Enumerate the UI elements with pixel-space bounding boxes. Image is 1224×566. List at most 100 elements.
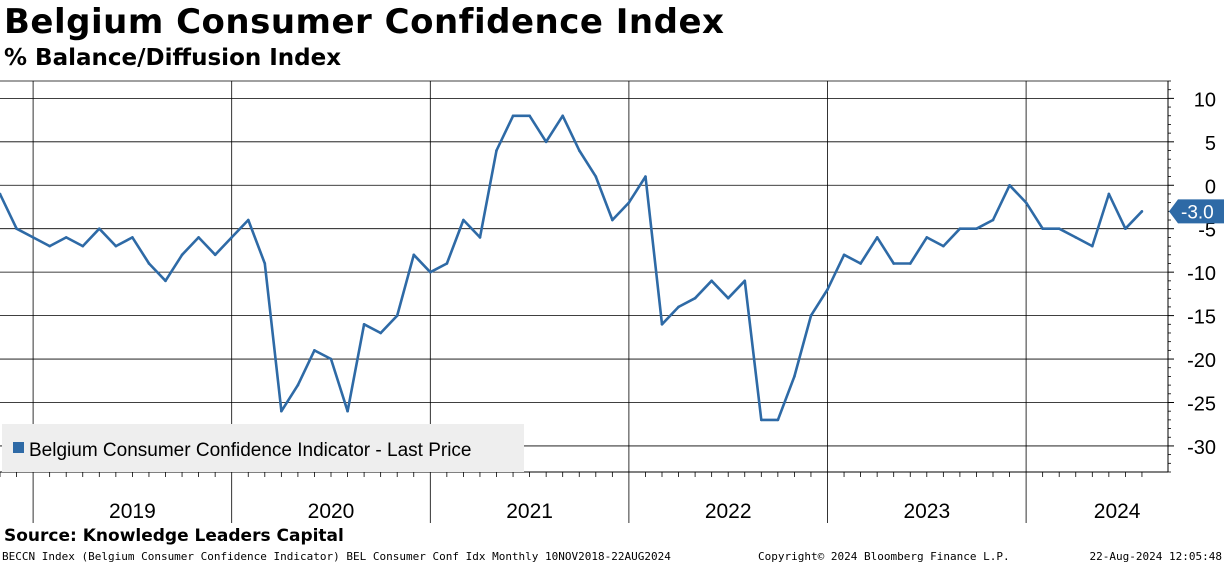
- data-point: [362, 322, 366, 326]
- data-point: [644, 175, 647, 178]
- data-point: [280, 409, 283, 413]
- last-price-label: -3.0: [1181, 202, 1214, 223]
- data-point: [131, 236, 134, 239]
- data-point: [925, 236, 929, 239]
- data-point: [1057, 227, 1061, 231]
- data-point: [528, 114, 531, 118]
- data-point: [842, 253, 846, 257]
- y-tick-label: 5: [1205, 133, 1216, 155]
- data-point: [809, 314, 813, 317]
- x-year-label: 2021: [506, 500, 553, 523]
- data-point: [594, 175, 598, 178]
- data-point: [15, 227, 18, 231]
- data-point: [429, 270, 432, 274]
- data-point: [445, 262, 449, 265]
- y-tick-label: 0: [1205, 176, 1216, 198]
- data-point: [958, 227, 962, 231]
- data-point: [859, 262, 862, 265]
- data-point: [164, 279, 167, 283]
- x-year-labels: 2019 2020 2021 2022 2023 2024: [109, 500, 1141, 523]
- data-point: [64, 236, 68, 239]
- data-point: [48, 244, 51, 248]
- chart-subtitle: % Balance/Diffusion Index: [4, 45, 342, 71]
- data-point: [329, 357, 333, 361]
- last-price-marker: -3.0: [1169, 199, 1224, 224]
- data-point: [627, 201, 631, 204]
- data-point: [263, 262, 267, 265]
- data-point: [710, 279, 713, 283]
- data-point: [379, 331, 382, 335]
- data-point: [793, 375, 796, 378]
- data-point: [31, 236, 35, 239]
- footer-copyright: Copyright© 2024 Bloomberg Finance L.P.: [758, 550, 1010, 563]
- chart-title: Belgium Consumer Confidence Index: [4, 2, 725, 42]
- data-point: [313, 349, 316, 352]
- data-point: [942, 244, 945, 248]
- footer-timestamp: 22-Aug-2024 12:05:48: [1089, 550, 1222, 563]
- series-layer: [0, 114, 1144, 422]
- data-point: [81, 244, 85, 248]
- data-point: [114, 244, 118, 248]
- last-price-tag: [1169, 199, 1224, 224]
- data-point: [660, 322, 664, 326]
- data-point: [1074, 236, 1078, 239]
- data-point: [1041, 227, 1044, 231]
- data-point: [1008, 183, 1011, 187]
- data-point: [230, 236, 233, 239]
- data-point: [561, 114, 564, 118]
- x-year-label: 2019: [109, 500, 156, 523]
- data-point: [726, 296, 730, 300]
- data-point: [462, 218, 465, 222]
- data-point: [991, 218, 995, 222]
- x-year-label: 2022: [705, 500, 752, 523]
- data-point: [577, 149, 581, 152]
- data-point: [180, 253, 184, 257]
- legend-background: [2, 424, 524, 472]
- data-point: [412, 253, 416, 257]
- data-point: [296, 383, 300, 387]
- legend[interactable]: Belgium Consumer Confidence Indicator - …: [2, 424, 524, 472]
- data-point: [693, 296, 697, 300]
- data-point: [395, 314, 399, 317]
- data-point: [1140, 210, 1144, 213]
- y-tick-label: -25: [1187, 393, 1216, 415]
- data-point: [677, 305, 680, 309]
- data-point: [875, 236, 879, 239]
- y-tick-label: -20: [1187, 350, 1216, 372]
- data-point: [826, 288, 829, 291]
- data-point: [1091, 244, 1094, 248]
- data-point: [197, 236, 200, 239]
- data-point: [98, 227, 101, 231]
- data-point: [495, 149, 498, 152]
- data-point: [511, 114, 515, 118]
- footer-description: BECCN Index (Belgium Consumer Confidence…: [2, 550, 671, 563]
- data-point: [611, 218, 614, 222]
- legend-swatch: [13, 442, 24, 453]
- x-year-label: 2024: [1094, 500, 1141, 523]
- data-point: [147, 262, 151, 265]
- y-tick-label: -30: [1187, 437, 1216, 459]
- data-point: [743, 279, 747, 283]
- data-point: [760, 418, 763, 422]
- data-point: [478, 236, 482, 239]
- data-point: [1024, 201, 1028, 204]
- x-year-label: 2020: [308, 500, 355, 523]
- data-point: [776, 418, 780, 422]
- legend-label: Belgium Consumer Confidence Indicator - …: [29, 440, 471, 461]
- data-point: [246, 218, 250, 222]
- data-point: [892, 262, 895, 265]
- source-note: Source: Knowledge Leaders Capital: [4, 526, 344, 546]
- y-tick-label: -5: [1198, 220, 1216, 242]
- y-tick-labels: 10 5 0 -5 -10 -15 -20 -25 -30: [1187, 89, 1216, 459]
- data-point: [0, 192, 2, 196]
- data-point: [544, 140, 548, 144]
- series-line: [0, 114, 1143, 422]
- y-axis: [0, 80, 1174, 473]
- data-point: [213, 253, 217, 257]
- y-tick-label: 10: [1194, 89, 1216, 111]
- data-point: [908, 262, 912, 265]
- horizontal-gridlines: [0, 97, 1168, 447]
- data-point: [975, 227, 978, 231]
- y-tick-label: -10: [1187, 263, 1216, 285]
